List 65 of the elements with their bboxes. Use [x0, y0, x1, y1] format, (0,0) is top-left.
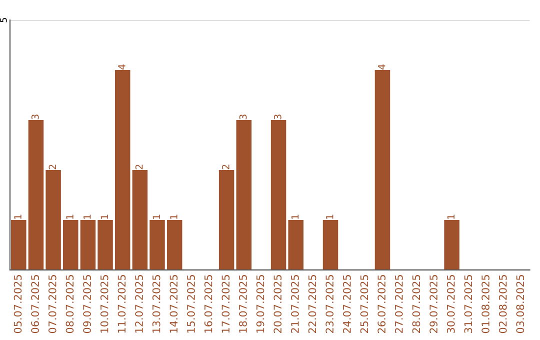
bar — [46, 170, 61, 270]
x-tick-label: 18.07.2025 — [239, 275, 247, 333]
x-tick-label: 26.07.2025 — [378, 275, 386, 334]
bar — [166, 220, 182, 270]
x-tick-label: 16.07.2025 — [204, 275, 212, 333]
data-label: 2 — [135, 164, 143, 170]
data-label: 2 — [222, 164, 230, 170]
x-tick-label: 25.07.2025 — [360, 275, 368, 334]
data-label: 3 — [274, 114, 282, 120]
bar — [236, 120, 252, 270]
x-tick-label: 19.07.2025 — [256, 275, 264, 333]
data-label: 2 — [48, 164, 56, 170]
x-tick-label: 11.07.2025 — [118, 275, 126, 333]
x-tick-label: 23.07.2025 — [326, 275, 334, 334]
x-tick-label: 27.07.2025 — [394, 275, 403, 334]
x-tick-label: 15.07.2025 — [187, 275, 195, 333]
x-tick-label: 12.07.2025 — [135, 275, 143, 333]
x-tick-label: 03.08.2025 — [516, 275, 524, 334]
data-label: 1 — [447, 214, 454, 219]
bar — [288, 220, 304, 270]
x-tick-label: 07.07.2025 — [48, 275, 56, 334]
x-tick-label: 24.07.2025 — [342, 275, 351, 334]
data-label: 1 — [84, 214, 91, 219]
x-tick-label: 14.07.2025 — [170, 275, 178, 333]
data-label: 3 — [239, 114, 247, 120]
bar — [63, 220, 78, 270]
x-tick-label: 05.07.2025 — [14, 275, 22, 334]
x-tick-label: 21.07.2025 — [290, 275, 299, 334]
data-label: 1 — [291, 214, 299, 219]
bar — [11, 220, 26, 270]
x-tick-label: 22.07.2025 — [308, 275, 316, 334]
bar — [218, 170, 234, 270]
x-tick-label: 01.08.2025 — [482, 275, 490, 334]
bar — [322, 220, 338, 270]
data-label: 1 — [66, 214, 74, 219]
x-tick-label: 09.07.2025 — [83, 275, 91, 334]
bar — [374, 70, 390, 270]
x-tick-label: 20.07.2025 — [274, 275, 282, 334]
bar — [80, 220, 96, 270]
y-tick-label: 5 — [0, 18, 7, 22]
x-tick-label: 31.07.2025 — [464, 275, 472, 333]
x-tick-label: 02.08.2025 — [498, 275, 507, 334]
bar — [444, 220, 460, 270]
bar — [132, 170, 148, 270]
bar — [150, 220, 165, 270]
data-label: 1 — [326, 214, 334, 219]
data-label: 4 — [118, 64, 126, 70]
x-tick-label: 10.07.2025 — [100, 275, 108, 333]
data-label: 1 — [14, 214, 22, 219]
x-tick-label: 13.07.2025 — [152, 275, 160, 333]
x-tick-label: 17.07.2025 — [222, 275, 230, 333]
data-label: 1 — [100, 214, 108, 219]
x-tick-label: 28.07.2025 — [412, 275, 420, 334]
data-label: 1 — [170, 214, 178, 219]
x-tick-label: 29.07.2025 — [430, 275, 438, 334]
data-label: 1 — [152, 214, 160, 219]
bar — [98, 220, 113, 270]
bar — [270, 120, 286, 270]
x-tick-label: 08.07.2025 — [66, 275, 74, 334]
x-tick-label: 06.07.2025 — [31, 275, 39, 334]
data-label: 4 — [378, 64, 386, 70]
x-tick-label: 30.07.2025 — [446, 275, 455, 333]
bar — [28, 120, 44, 270]
bar — [114, 70, 130, 270]
data-label: 3 — [31, 114, 39, 120]
